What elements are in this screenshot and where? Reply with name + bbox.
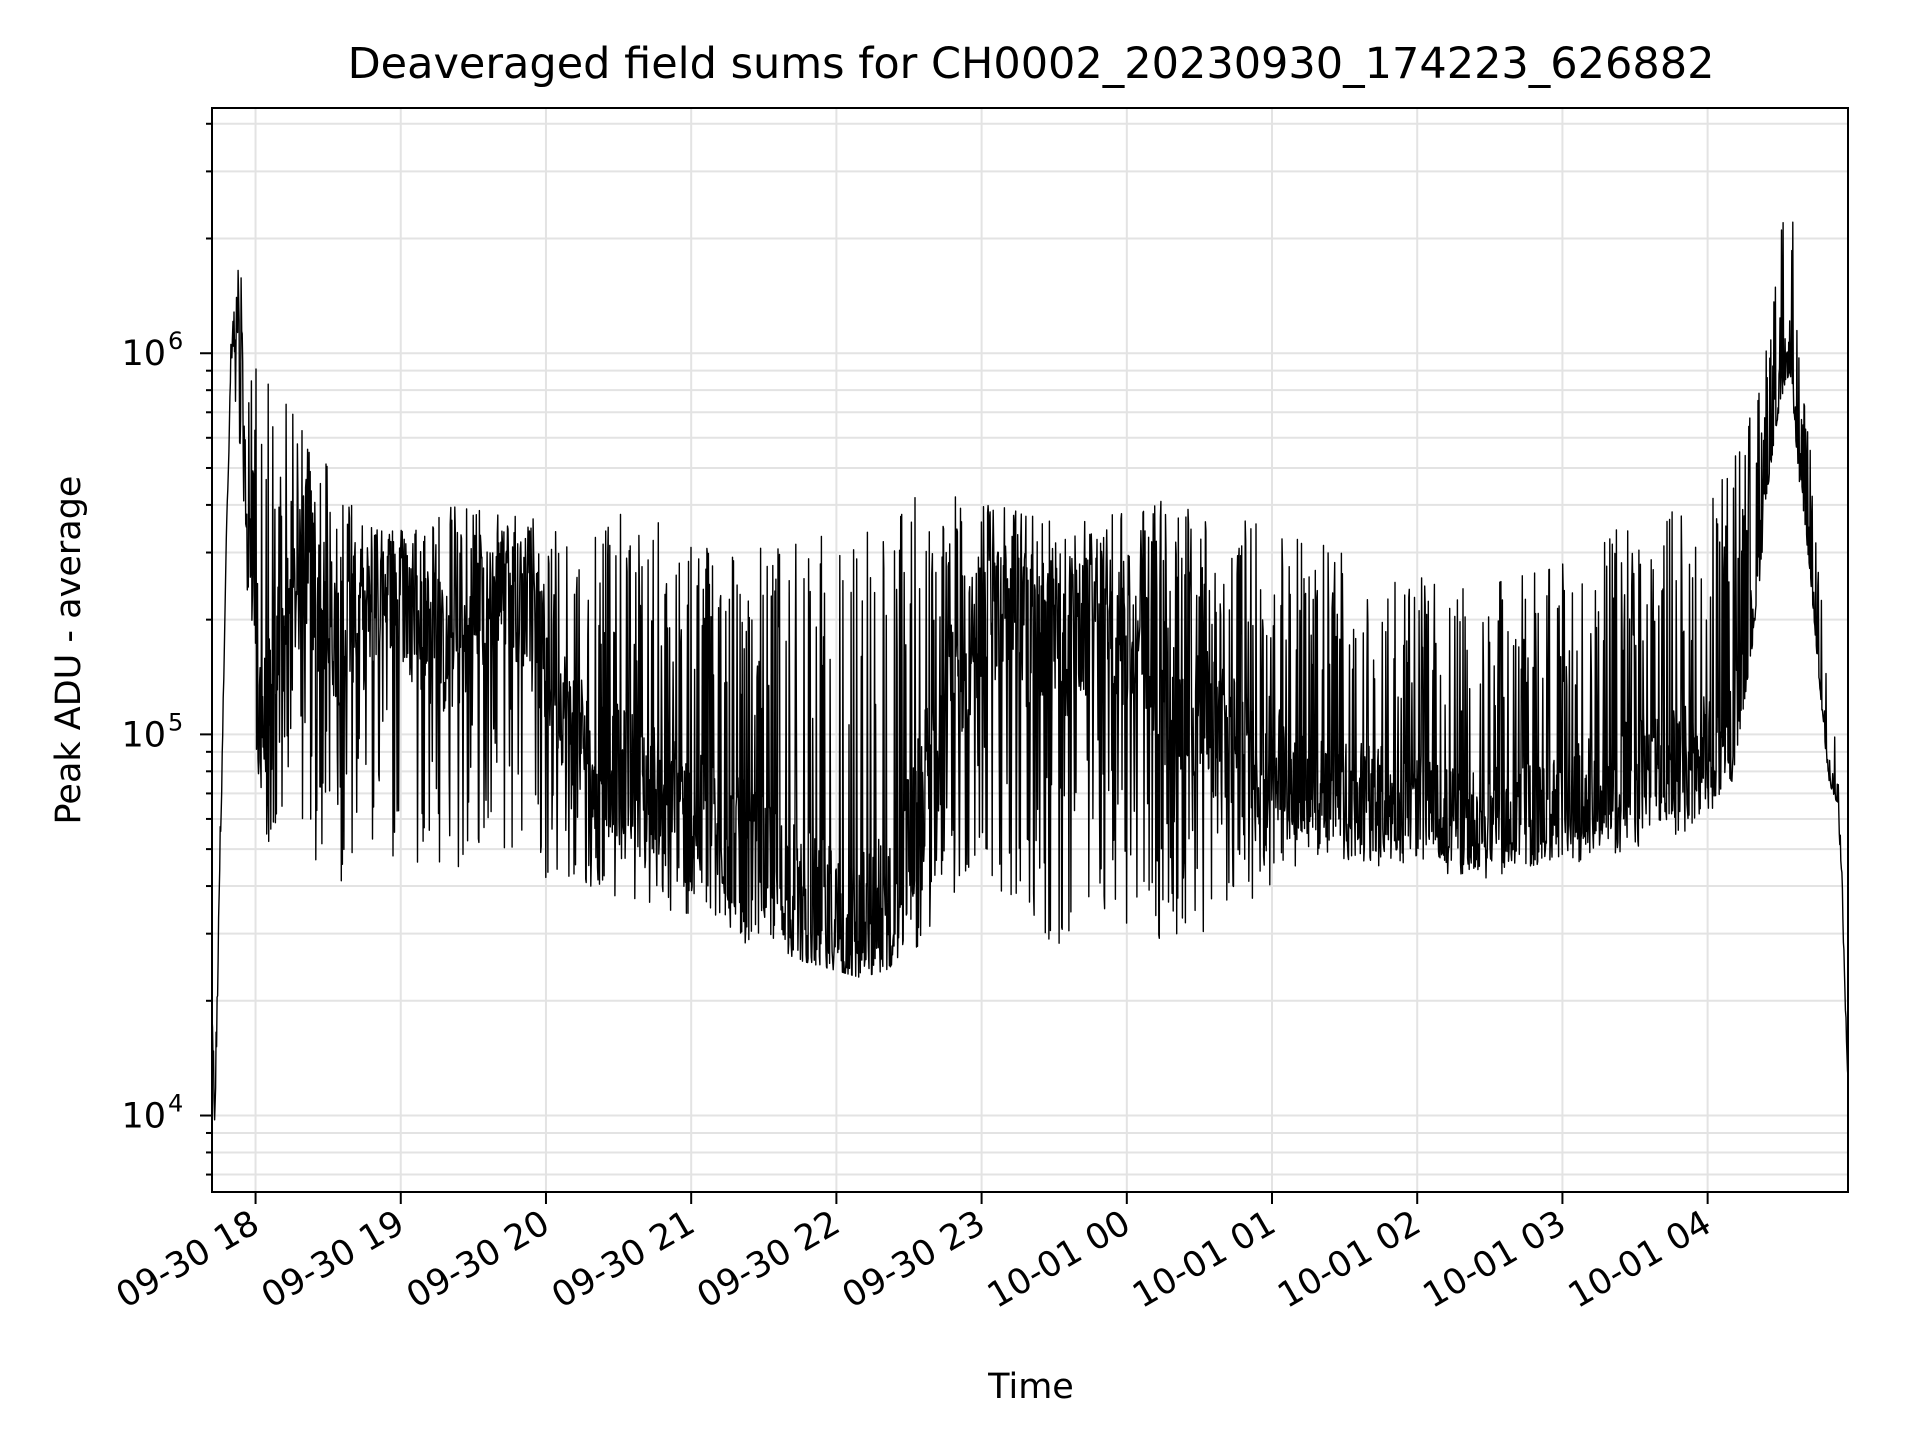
data-series bbox=[211, 221, 1849, 1121]
y-tick-exponent: 4 bbox=[168, 1090, 183, 1118]
y-axis-label: Peak ADU - average bbox=[49, 476, 89, 825]
y-tick-exponent: 5 bbox=[168, 708, 183, 736]
y-tick-exponent: 6 bbox=[168, 327, 183, 355]
y-tick-label: 10 bbox=[121, 715, 166, 755]
chart-title: Deaveraged field sums for CH0002_2023093… bbox=[348, 39, 1715, 89]
y-tick-label: 10 bbox=[121, 1097, 166, 1137]
x-axis-label: Time bbox=[987, 1367, 1074, 1407]
tick-marks bbox=[200, 122, 1709, 1204]
y-tick-label: 10 bbox=[121, 334, 166, 374]
series-line bbox=[211, 221, 1849, 1121]
plot-frame bbox=[211, 107, 1849, 1193]
